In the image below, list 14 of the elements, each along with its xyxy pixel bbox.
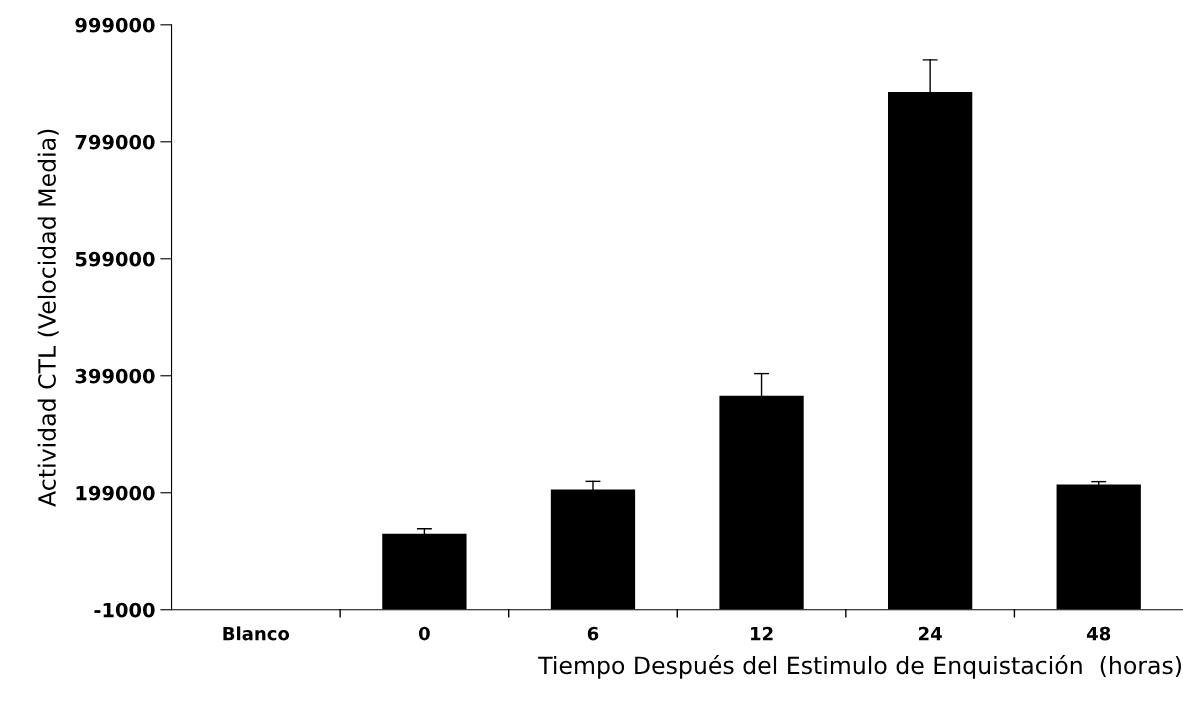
x-tick-label: 24 — [919, 626, 942, 641]
y-tick-label: -1000 — [94, 602, 155, 618]
x-tick-label: Blanco — [223, 626, 290, 641]
y-axis-title: Actividad CTL (Velocidad Media) — [37, 129, 59, 507]
x-tick-label: 0 — [418, 626, 430, 641]
x-axis-title: Tiempo Después del Estimulo de Enquistación (horas) — [538, 654, 1181, 679]
y-tick-label: 799000 — [75, 134, 155, 150]
x-tick-label: 6 — [587, 626, 599, 641]
x-tick-label: 12 — [751, 626, 773, 641]
y-tick-label: 599000 — [75, 251, 155, 267]
y-tick-label: 199000 — [76, 485, 155, 501]
x-tick-label: 48 — [1086, 626, 1111, 641]
y-tick-label: 999000 — [75, 17, 155, 33]
y-tick-label: 399000 — [75, 368, 155, 384]
